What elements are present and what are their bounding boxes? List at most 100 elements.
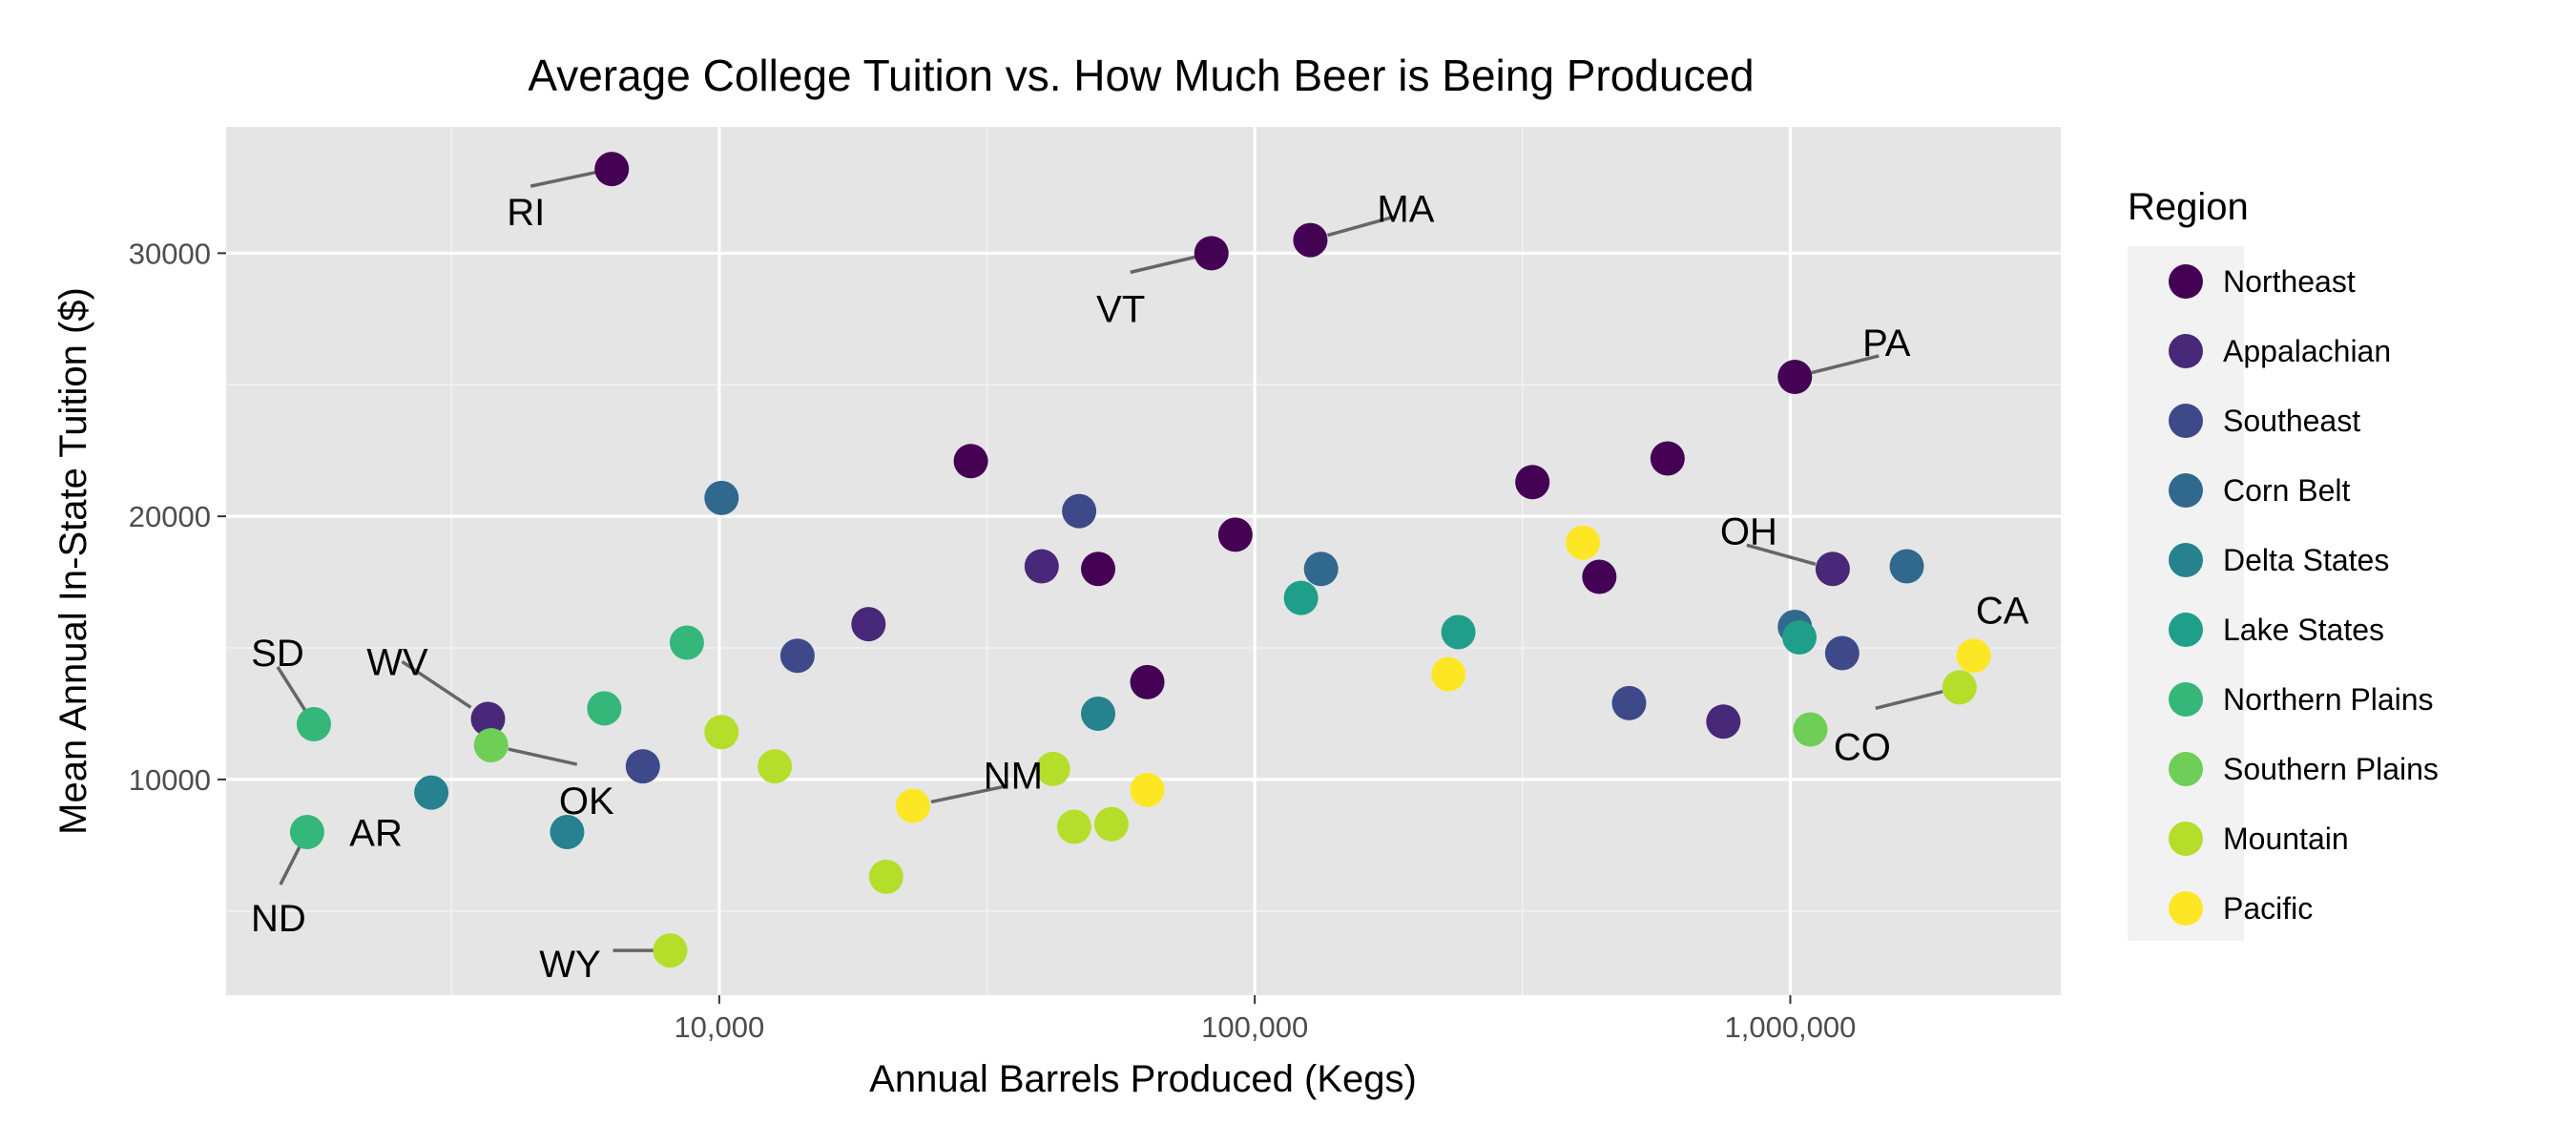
data-points [289, 152, 1991, 968]
legend-label: Mountain [2223, 822, 2349, 856]
y-tick-label: 30000 [129, 237, 211, 270]
x-tick-label: 1,000,000 [1724, 1010, 1856, 1044]
legend-key [2169, 682, 2203, 717]
data-point [1130, 772, 1165, 807]
data-point [594, 152, 630, 187]
data-point [1283, 580, 1319, 615]
data-point [1194, 236, 1229, 271]
data-point [1024, 549, 1059, 584]
data-point [1706, 704, 1741, 739]
point-label: OK [559, 781, 614, 822]
legend-label: Northern Plains [2223, 682, 2434, 717]
data-point [1441, 614, 1476, 650]
legend-label: Delta States [2223, 543, 2389, 577]
data-point [414, 775, 449, 810]
data-point [653, 933, 688, 968]
data-point [1889, 549, 1924, 584]
point-label: VT [1096, 288, 1145, 330]
data-point [289, 815, 324, 850]
legend-label: Appalachian [2223, 334, 2391, 368]
label-leader-line [1746, 543, 1817, 566]
legend-title: Region [2128, 186, 2249, 228]
data-point [473, 728, 509, 763]
data-point [470, 701, 506, 737]
legend: Region Northeast Appalachian Southeast Corn… [2128, 186, 2439, 941]
point-label: WY [539, 944, 600, 986]
point-label: NM [984, 755, 1043, 797]
legend-key [2169, 473, 2203, 508]
data-point [1303, 552, 1339, 587]
point-label: AR [349, 813, 403, 855]
legend-key [2169, 334, 2203, 368]
data-point [1081, 696, 1116, 731]
data-point [1582, 559, 1617, 594]
data-point [587, 691, 622, 726]
chart-title: Average College Tuition vs. How Much Bee… [528, 51, 1754, 100]
plot-panel [226, 127, 2061, 995]
point-label: ND [251, 898, 306, 940]
legend-label: Northeast [2223, 264, 2356, 299]
data-point [1782, 619, 1818, 655]
point-label: OH [1720, 510, 1777, 552]
data-point [296, 706, 331, 741]
data-point [779, 638, 815, 674]
label-leader-line [1811, 354, 1880, 375]
data-point [1056, 809, 1091, 844]
x-axis-title: Annual Barrels Produced (Kegs) [869, 1058, 1417, 1100]
data-point [1793, 712, 1828, 747]
data-point [1431, 656, 1466, 692]
data-point [953, 444, 988, 479]
point-label: PA [1862, 323, 1911, 364]
data-point [1815, 552, 1850, 587]
data-point [1824, 635, 1859, 671]
legend-label: Southern Plains [2223, 752, 2439, 786]
x-tick-label: 10,000 [674, 1010, 764, 1044]
label-leader-lines [276, 171, 1943, 952]
label-leader-line [276, 666, 308, 714]
legend-label: Southeast [2223, 404, 2360, 438]
data-point [704, 480, 739, 515]
point-labels: RI VT MA PA WV OH AR SD ND OK WY CO NM CA [251, 189, 2029, 987]
point-label: MA [1377, 189, 1434, 231]
data-point [1293, 222, 1328, 258]
label-leader-line [1130, 255, 1196, 275]
data-point [669, 625, 704, 660]
point-label: CO [1834, 726, 1891, 768]
data-point [868, 859, 904, 894]
legend-key [2169, 404, 2203, 438]
axis-ticks: 10000 20000 30000 10,000 100,000 1,000,000 [129, 237, 1857, 1044]
legend-key [2169, 752, 2203, 786]
label-leader-line [530, 171, 596, 188]
data-point [1650, 441, 1685, 476]
data-point [1062, 493, 1097, 529]
data-point [550, 815, 585, 850]
x-tick-label: 100,000 [1201, 1010, 1308, 1044]
label-leader-line [930, 784, 1005, 804]
y-tick-label: 10000 [129, 763, 211, 797]
data-point [851, 607, 886, 642]
data-point [1611, 685, 1647, 720]
label-leader-line [1875, 690, 1943, 711]
y-tick-label: 20000 [129, 500, 211, 533]
legend-label: Corn Belt [2223, 473, 2351, 508]
legend-label: Lake States [2223, 613, 2384, 647]
legend-label: Pacific [2223, 891, 2313, 926]
legend-key [2169, 543, 2203, 577]
data-point [1093, 806, 1129, 842]
point-label: CA [1976, 590, 2029, 632]
data-point [704, 715, 739, 750]
y-axis-title: Mean Annual In-State Tuition ($) [52, 287, 94, 835]
legend-key [2169, 822, 2203, 856]
data-point [1515, 465, 1550, 500]
label-leader-line [401, 659, 472, 709]
data-point [1130, 664, 1165, 699]
data-point [758, 749, 793, 784]
grid-lines [226, 127, 2061, 995]
data-point [1777, 359, 1813, 394]
data-point [1217, 517, 1253, 552]
legend-key [2169, 891, 2203, 926]
label-leader-line [508, 747, 578, 766]
data-point [1956, 638, 1991, 674]
point-label: RI [507, 192, 545, 234]
